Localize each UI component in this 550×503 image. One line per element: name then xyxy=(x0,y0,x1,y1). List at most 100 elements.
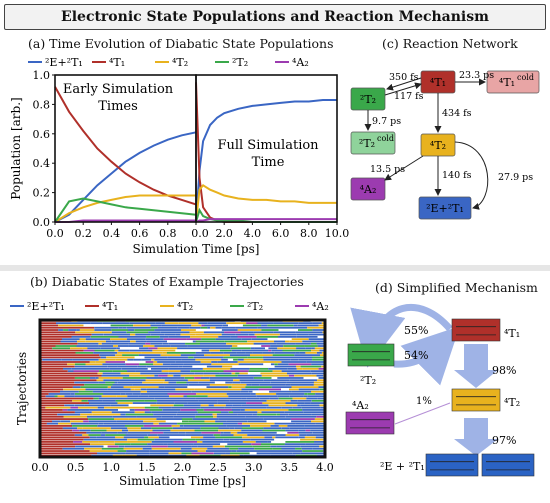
trajectory-segment xyxy=(225,452,230,455)
trajectory-segment xyxy=(135,340,147,343)
trajectory-segment xyxy=(114,418,129,420)
trajectory-segment xyxy=(300,404,320,407)
trajectory-segment xyxy=(188,383,210,386)
trajectory-segment xyxy=(40,374,102,377)
trajectory-segment xyxy=(230,335,238,338)
trajectory-segment xyxy=(115,358,128,361)
trajectory-segment xyxy=(169,450,198,452)
trajectory-segment xyxy=(153,422,159,425)
trajectory-segment xyxy=(261,345,271,347)
trajectory-segment xyxy=(241,429,263,432)
trajectory-segment xyxy=(198,381,215,384)
trajectory-segment xyxy=(223,422,238,425)
early-series-4T2 xyxy=(54,194,196,223)
legend-label-2T2: ²T₂ xyxy=(247,300,263,313)
trajectory-segment xyxy=(40,406,46,409)
trajectory-segment xyxy=(171,425,180,427)
trajectory-segment xyxy=(232,345,238,347)
trajectory-segment xyxy=(141,358,152,361)
annotation-full-line2: Time xyxy=(252,155,285,170)
trajectory-segment xyxy=(273,447,282,450)
trajectory-segment xyxy=(89,436,97,439)
node-4A2-box xyxy=(350,177,386,201)
trajectory-segment xyxy=(285,415,296,418)
trajectory-segment xyxy=(156,402,175,404)
trajectory-segment xyxy=(40,361,90,363)
trajectory-segment xyxy=(100,356,107,359)
trajectory-segment xyxy=(219,372,232,375)
node-2T2cold-label: ²T₂ xyxy=(359,137,375,150)
trajectory-segment xyxy=(247,340,274,343)
trajectory-segment xyxy=(125,361,146,363)
trajectory-segment xyxy=(98,441,115,443)
trajectory-segment xyxy=(312,431,325,434)
trajectory-segment xyxy=(40,338,62,341)
trajectory-segment xyxy=(56,322,68,325)
trajectory-segment xyxy=(290,383,314,386)
trajectory-segment xyxy=(169,436,191,439)
trajectory-segment xyxy=(284,411,304,414)
trajectory-segment xyxy=(318,397,324,400)
trajectory-segment xyxy=(203,436,216,439)
trajectory-segment xyxy=(246,383,252,386)
trajectory-segment xyxy=(112,370,127,373)
trajectory-segment xyxy=(224,340,248,343)
trajectory-segment xyxy=(285,429,299,432)
trajectory-segment xyxy=(271,441,286,443)
trajectory-segment xyxy=(291,386,319,388)
trajectory-segment xyxy=(200,438,224,441)
trajectory-segment xyxy=(173,415,196,418)
trajectory-segment xyxy=(181,452,192,455)
trajectory-segment xyxy=(175,361,201,363)
trajectory-segment xyxy=(263,363,271,366)
trajectory-segment xyxy=(262,402,286,404)
full-series-4T2 xyxy=(195,183,337,223)
trajectory-segment xyxy=(156,399,186,402)
trajectory-segment xyxy=(173,404,184,407)
trajectory-segment xyxy=(229,399,250,402)
trajectory-segment xyxy=(133,324,151,327)
trajectory-segment xyxy=(91,333,104,336)
trajectory-segment xyxy=(40,402,89,404)
trajectory-segment xyxy=(199,402,218,404)
trajectory-segment xyxy=(220,441,243,443)
trajectory-rows xyxy=(40,320,325,457)
trajectory-segment xyxy=(134,409,150,411)
trajectory-segment xyxy=(180,374,204,377)
trajectory-segment xyxy=(273,331,296,334)
trajectory-segment xyxy=(312,329,325,331)
x-tick-label: 4.0 xyxy=(316,461,334,474)
arrow-2T2-4T1 xyxy=(393,326,460,386)
trajectory-segment xyxy=(100,438,123,441)
trajectory-segment xyxy=(98,397,128,400)
label-4T1: ⁴T₁ xyxy=(504,327,520,340)
state-2T2 xyxy=(347,343,395,367)
trajectory-segment xyxy=(227,358,234,361)
trajectory-segment xyxy=(197,450,206,452)
trajectory-segment xyxy=(40,399,73,402)
trajectory-segment xyxy=(104,406,129,409)
trajectory-segment xyxy=(263,379,290,382)
trajectory-segment xyxy=(195,367,203,370)
node-4T1cold-sup: cold xyxy=(517,73,534,82)
trajectory-segment xyxy=(118,409,130,411)
x-tick-label: 0.0 xyxy=(31,461,49,474)
trajectory-segment xyxy=(311,420,325,423)
trajectory-segment xyxy=(182,438,196,441)
trajectory-segment xyxy=(135,370,162,373)
trajectory-segment xyxy=(92,390,118,393)
trajectory-segment xyxy=(185,431,202,434)
trajectory-segment xyxy=(225,381,233,384)
trajectory-segment xyxy=(215,436,243,439)
trajectory-segment xyxy=(238,363,264,366)
trajectory-segment xyxy=(255,441,268,443)
y-tick-label: 0.2 xyxy=(33,187,51,200)
simplified-mechanism: ⁴T₁ ²T₂ ⁴T₂ ⁴A₂ ²E + ²T₁ 55% 54% 98% 1% 97% xyxy=(345,303,535,477)
trajectory-segment xyxy=(259,383,286,386)
trajectory-segment xyxy=(319,427,325,430)
trajectory-segment xyxy=(259,415,286,418)
trajectory-segment xyxy=(94,409,119,411)
trajectory-segment xyxy=(78,406,98,409)
trajectory-segment xyxy=(202,390,228,393)
trajectory-segment xyxy=(245,351,253,354)
